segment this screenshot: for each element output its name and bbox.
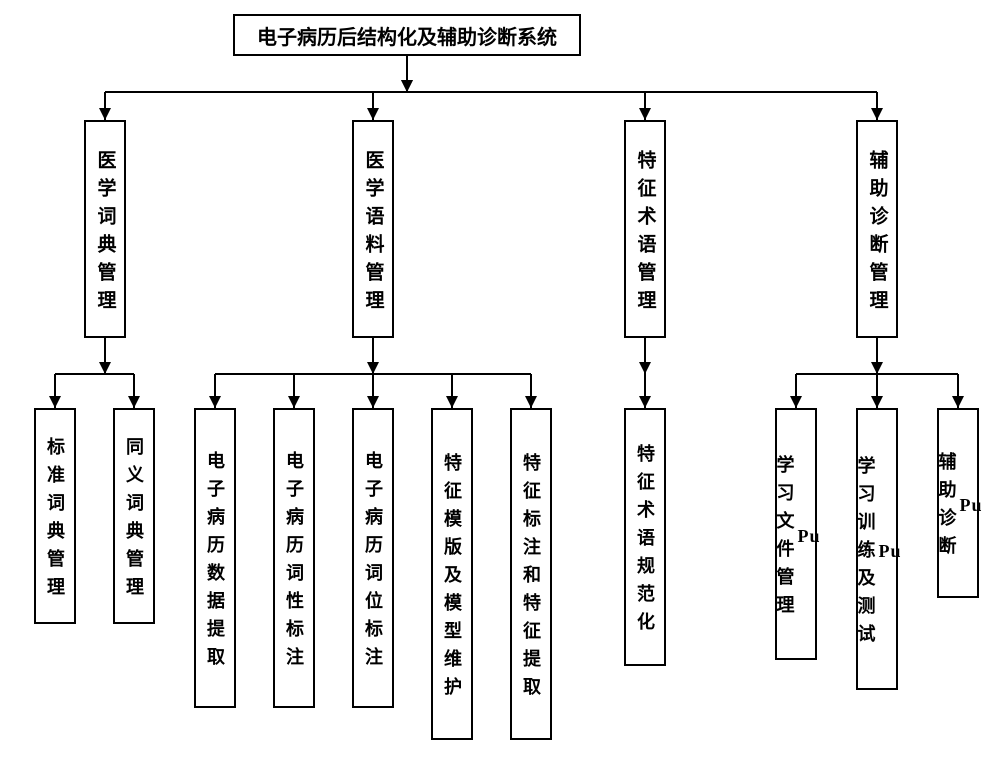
l1-label: 医学词典管理 <box>92 150 119 318</box>
l2-node-0: 标准词典管理 <box>34 408 76 624</box>
l2-node-4: 电子病历词位标注 <box>352 408 394 708</box>
l2-node-7: 特征术语规范化 <box>624 408 666 666</box>
l2-label: 学习文件管理 <box>771 455 797 623</box>
l2-node-10: Pu辅助诊断 <box>937 408 979 598</box>
l2-label: 特征模版及模型维护 <box>439 453 465 705</box>
l2-label: 特征标注和特征提取 <box>518 453 544 705</box>
l1-node-term: 特征术语管理 <box>624 120 666 338</box>
l1-label: 医学语料管理 <box>360 150 387 318</box>
pu-prefix: Pu <box>959 495 982 516</box>
pu-prefix: Pu <box>797 526 820 547</box>
l2-node-5: 特征模版及模型维护 <box>431 408 473 740</box>
pu-prefix: Pu <box>878 541 901 562</box>
l2-node-1: 同义词典管理 <box>113 408 155 624</box>
l1-node-dict: 医学词典管理 <box>84 120 126 338</box>
l2-node-6: 特征标注和特征提取 <box>510 408 552 740</box>
tree-canvas: 电子病历后结构化及辅助诊断系统医学词典管理 医学语料管理 特征术语管理 辅助诊断管理标… <box>0 0 1000 760</box>
l1-label: 特征术语管理 <box>632 150 659 318</box>
l2-node-2: 电子病历数据提取 <box>194 408 236 708</box>
l1-node-corpus: 医学语料管理 <box>352 120 394 338</box>
l2-node-3: 电子病历词性标注 <box>273 408 315 708</box>
l2-label: 电子病历词位标注 <box>360 451 386 675</box>
l2-label: 电子病历词性标注 <box>281 451 307 675</box>
root-node: 电子病历后结构化及辅助诊断系统 <box>233 14 581 56</box>
l2-label: 辅助诊断 <box>933 452 959 564</box>
root-label: 电子病历后结构化及辅助诊断系统 <box>257 21 557 50</box>
l2-node-9: Pu学习训练及测试 <box>856 408 898 690</box>
l2-label: 标准词典管理 <box>42 437 68 605</box>
l2-label: 学习训练及测试 <box>852 456 878 652</box>
l1-node-diag: 辅助诊断管理 <box>856 120 898 338</box>
l2-label: 电子病历数据提取 <box>202 451 228 675</box>
l1-label: 辅助诊断管理 <box>864 150 891 318</box>
l2-label: 特征术语规范化 <box>632 444 658 640</box>
l2-node-8: Pu学习文件管理 <box>775 408 817 660</box>
connectors-layer <box>0 0 1000 760</box>
l2-label: 同义词典管理 <box>121 437 147 605</box>
